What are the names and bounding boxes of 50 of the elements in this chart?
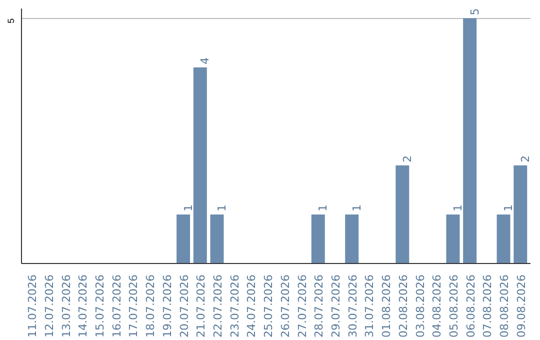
data-label: 1 [216, 204, 229, 212]
x-tick-label: 25.07.2026 [262, 274, 276, 338]
data-label: 2 [400, 155, 414, 162]
data-label: 2 [518, 155, 532, 162]
x-tick-label: 27.07.2026 [296, 274, 309, 338]
x-tick-label: 23.07.2026 [228, 274, 242, 338]
x-tick-label: 07.08.2026 [481, 274, 494, 338]
x-tick-label: 17.07.2026 [127, 274, 140, 338]
bar [446, 214, 460, 264]
data-label: 4 [198, 57, 212, 64]
x-tick-label: 03.08.2026 [414, 274, 427, 338]
x-tick-label: 02.08.2026 [396, 274, 410, 338]
x-tick-label: 06.08.2026 [464, 274, 478, 338]
x-tick-label: 09.08.2026 [514, 274, 528, 338]
data-label: 5 [468, 8, 482, 16]
x-tick-label: 29.07.2026 [329, 274, 342, 338]
bar [514, 165, 528, 264]
x-tick-label: 05.08.2026 [447, 274, 460, 338]
x-tick-label: 20.07.2026 [178, 274, 191, 338]
x-tick-label: 12.07.2026 [42, 274, 56, 338]
bar [311, 214, 325, 264]
x-tick-label: 14.07.2026 [76, 274, 90, 338]
x-tick-label: 26.07.2026 [278, 274, 292, 338]
x-tick-label: 21.07.2026 [194, 274, 208, 338]
x-tick-label: 24.07.2026 [245, 274, 258, 338]
x-tick-label: 04.08.2026 [430, 274, 444, 338]
x-tick-label: 30.07.2026 [346, 274, 360, 338]
x-tick-label: 13.07.2026 [60, 274, 73, 338]
x-tick-label: 31.07.2026 [363, 274, 376, 338]
bar [463, 18, 477, 264]
x-tick-label: 08.08.2026 [498, 274, 512, 338]
bar [496, 214, 510, 264]
x-tick-label: 15.07.2026 [94, 274, 107, 338]
x-tick-label: 11.07.2026 [26, 274, 40, 338]
bar [396, 165, 410, 264]
bar [210, 214, 224, 264]
data-label: 1 [451, 204, 464, 212]
x-tick-label: 01.08.2026 [380, 274, 394, 338]
bar [193, 67, 207, 264]
x-tick-label: 22.07.2026 [212, 274, 225, 338]
x-tick-label: 28.07.2026 [312, 274, 326, 338]
data-label: 1 [350, 204, 364, 212]
bar [345, 214, 359, 264]
x-tick-label: 19.07.2026 [160, 274, 174, 338]
x-tick-label: 18.07.2026 [144, 274, 158, 338]
bar [176, 214, 190, 264]
x-tick-label: 16.07.2026 [110, 274, 124, 338]
data-label: 1 [182, 204, 195, 212]
data-label: 1 [502, 204, 516, 212]
data-label: 1 [316, 204, 330, 212]
